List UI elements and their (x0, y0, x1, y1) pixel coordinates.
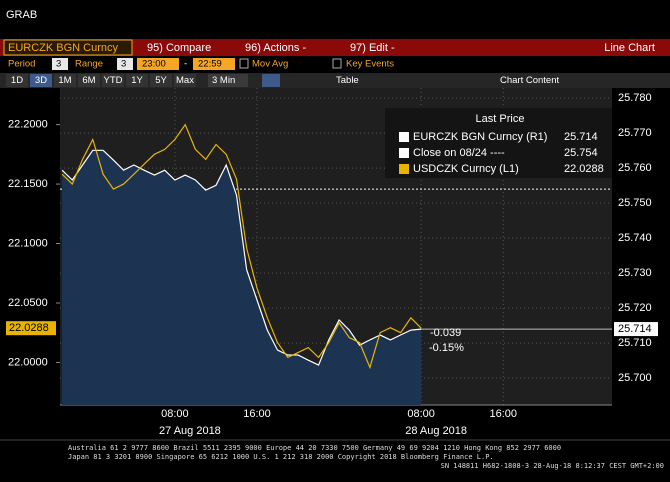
x-tick-label: 08:00 (407, 408, 435, 420)
dash: - (184, 59, 187, 70)
y2-tick-label: 25.710 (618, 337, 652, 349)
range-button[interactable] (174, 74, 196, 87)
legend-swatch (399, 148, 409, 158)
y-tick-label: 22.1500 (8, 178, 48, 190)
range-button-label[interactable]: 6M (82, 75, 95, 86)
date-label: 28 Aug 2018 (405, 425, 467, 437)
footer-line: Japan 81 3 3201 8900 Singapore 65 6212 1… (68, 453, 494, 461)
range[interactable]: 3 (121, 59, 126, 70)
window-title: GRAB (6, 9, 37, 21)
range-button[interactable] (150, 74, 172, 87)
range-row (0, 73, 670, 88)
annotation: -0.15% (429, 342, 464, 354)
period[interactable]: 3 (56, 59, 61, 70)
last-label: 22.0288 (9, 322, 49, 334)
legend-swatch (399, 132, 409, 142)
range-button-label[interactable]: YTD (104, 75, 123, 86)
y-tick-label: 22.2000 (8, 119, 48, 131)
chart-kind: Line Chart (604, 42, 655, 54)
range-button[interactable] (126, 74, 148, 87)
period-box[interactable] (52, 58, 68, 70)
end-box[interactable] (193, 58, 235, 70)
footer-line: Australia 61 2 9777 8600 Brazil 5511 239… (68, 444, 561, 452)
range-button-label[interactable]: 1M (58, 75, 71, 86)
start-box[interactable] (137, 58, 179, 70)
legend-swatch (399, 164, 409, 174)
checkbox[interactable] (332, 58, 342, 69)
annotation: -0.039 (430, 327, 461, 339)
range-button-label[interactable]: 5Y (155, 75, 167, 86)
y2-tick-label: 25.700 (618, 372, 652, 384)
chart-content[interactable]: Chart Content (500, 75, 560, 86)
series-line (61, 123, 422, 370)
y2-tick-label: 25.750 (618, 197, 652, 209)
x-tick-label: 16:00 (489, 408, 517, 420)
range-button[interactable] (102, 74, 124, 87)
compare-button[interactable]: 95) Compare (147, 42, 211, 54)
y2-tick-label: 25.730 (618, 267, 652, 279)
legend-value: 25.714 (564, 131, 598, 143)
legend-entry: Close on 08/24 ---- (413, 147, 505, 159)
actions-button[interactable]: 96) Actions - (245, 42, 306, 54)
range-button[interactable] (78, 74, 100, 87)
area (62, 150, 422, 405)
edit-button[interactable]: 97) Edit - (350, 42, 395, 54)
period-label: Period (8, 59, 35, 70)
y2-tick-label: 25.770 (618, 127, 652, 139)
last-box (614, 322, 658, 337)
y2-tick-label: 25.720 (618, 302, 652, 314)
range-button[interactable] (54, 74, 76, 87)
y2-tick-label: 25.760 (618, 162, 652, 174)
range-button-label[interactable]: 3D (35, 75, 47, 86)
legend-title: Last Price (476, 113, 525, 125)
checkbox[interactable] (239, 58, 249, 69)
table-button[interactable]: Table (336, 75, 359, 86)
date-label: 27 Aug 2018 (159, 425, 221, 437)
start[interactable]: 23:00 (142, 59, 166, 70)
range-button-label[interactable]: 1Y (131, 75, 143, 86)
range-button-label[interactable]: 1D (11, 75, 23, 86)
legend-value: 22.0288 (564, 163, 604, 175)
y2-tick-label: 25.740 (618, 232, 652, 244)
y-tick-label: 22.0500 (8, 297, 48, 309)
legend (385, 108, 612, 178)
last-label: 25.714 (618, 323, 652, 335)
range-button[interactable] (30, 74, 52, 87)
security[interactable]: EURCZK BGN Curncy (8, 42, 119, 54)
toolbar-bar (0, 39, 670, 56)
y-tick-label: 22.1000 (8, 237, 48, 249)
footer-line: SN 148811 H682-1808-3 28-Aug-18 8:12:37 … (441, 462, 664, 470)
x-tick-label: 08:00 (161, 408, 189, 420)
last-box (6, 321, 56, 336)
x-tick-label: 16:00 (243, 408, 271, 420)
line-tool[interactable] (262, 74, 280, 87)
legend-entry: USDCZK Curncy (L1) (413, 163, 519, 175)
mov-avg[interactable]: Mov Avg (252, 59, 288, 70)
key-events[interactable]: Key Events (346, 59, 394, 70)
legend-value: 25.754 (564, 147, 598, 159)
interval[interactable]: 3 Min (212, 75, 235, 86)
series-line (61, 149, 422, 366)
y-tick-label: 22.0000 (8, 356, 48, 368)
range-button-label[interactable]: Max (176, 75, 194, 86)
security-box[interactable] (3, 39, 133, 56)
interval-box[interactable] (208, 74, 248, 87)
range-label: Range (75, 59, 103, 70)
legend-entry: EURCZK BGN Curncy (R1) (413, 131, 547, 143)
range-box[interactable] (117, 58, 133, 70)
y2-tick-label: 25.780 (618, 92, 652, 104)
end[interactable]: 22:59 (198, 59, 222, 70)
range-button[interactable] (6, 74, 28, 87)
